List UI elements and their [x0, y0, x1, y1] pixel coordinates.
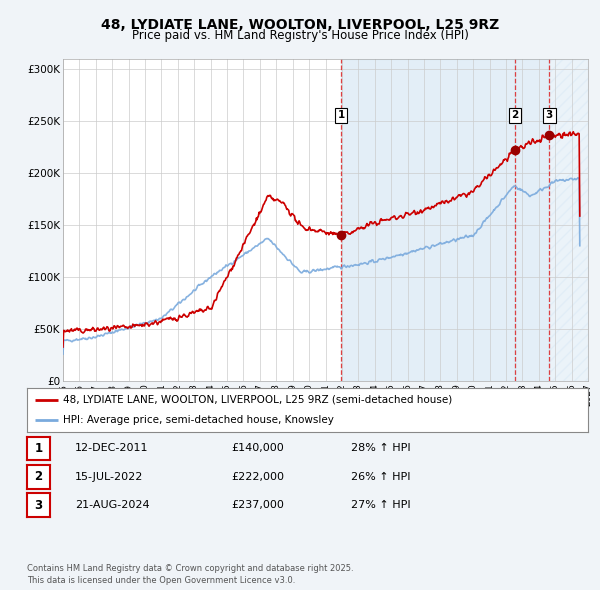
Text: £140,000: £140,000: [231, 444, 284, 453]
Text: 1: 1: [34, 442, 43, 455]
Text: 21-AUG-2024: 21-AUG-2024: [75, 500, 149, 510]
Text: Contains HM Land Registry data © Crown copyright and database right 2025.
This d: Contains HM Land Registry data © Crown c…: [27, 565, 353, 585]
Text: 3: 3: [34, 499, 43, 512]
Text: 26% ↑ HPI: 26% ↑ HPI: [351, 472, 410, 481]
Text: 48, LYDIATE LANE, WOOLTON, LIVERPOOL, L25 9RZ: 48, LYDIATE LANE, WOOLTON, LIVERPOOL, L2…: [101, 18, 499, 32]
Text: 15-JUL-2022: 15-JUL-2022: [75, 472, 143, 481]
Bar: [515, 59, 549, 381]
Text: £237,000: £237,000: [231, 500, 284, 510]
Text: 2: 2: [511, 110, 518, 120]
Text: 1: 1: [338, 110, 345, 120]
Text: Price paid vs. HM Land Registry's House Price Index (HPI): Price paid vs. HM Land Registry's House …: [131, 29, 469, 42]
Bar: [549, 59, 588, 381]
Text: £222,000: £222,000: [231, 472, 284, 481]
Text: 3: 3: [545, 110, 553, 120]
Text: 28% ↑ HPI: 28% ↑ HPI: [351, 444, 410, 453]
Text: HPI: Average price, semi-detached house, Knowsley: HPI: Average price, semi-detached house,…: [64, 415, 334, 425]
Text: 27% ↑ HPI: 27% ↑ HPI: [351, 500, 410, 510]
Text: 48, LYDIATE LANE, WOOLTON, LIVERPOOL, L25 9RZ (semi-detached house): 48, LYDIATE LANE, WOOLTON, LIVERPOOL, L2…: [64, 395, 453, 405]
Text: 2: 2: [34, 470, 43, 483]
Text: 12-DEC-2011: 12-DEC-2011: [75, 444, 149, 453]
Bar: [341, 59, 515, 381]
